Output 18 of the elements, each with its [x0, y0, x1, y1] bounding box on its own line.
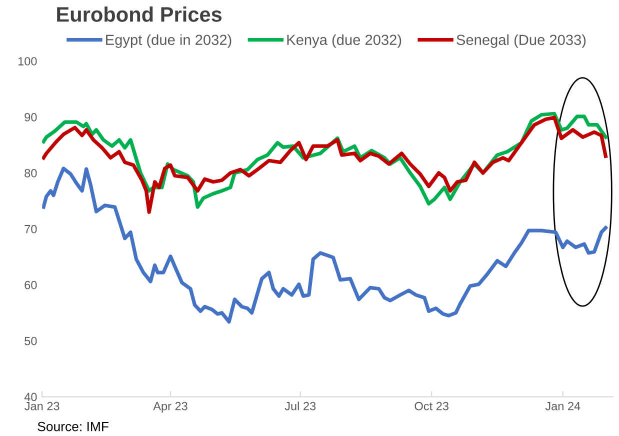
y-tick-label: 50	[24, 336, 37, 346]
legend-label: Senegal (Due 2033)	[456, 34, 586, 48]
x-tick-label: Jan 23	[24, 402, 60, 410]
line-series	[42, 166, 608, 324]
y-tick-label: 90	[24, 113, 37, 122]
x-tick-label: Jul 23	[284, 402, 316, 410]
y-tick-label: 60	[24, 280, 37, 290]
x-tick-label: Jan 24	[545, 402, 580, 410]
x-tick-label: Oct 23	[414, 402, 448, 410]
legend-label: Egypt (due in 2032)	[106, 34, 232, 48]
y-tick-label: 40	[24, 392, 37, 402]
chart-title: Eurobond Prices	[57, 6, 222, 22]
y-tick-label: 70	[24, 224, 37, 234]
y-tick-label: 80	[24, 168, 37, 178]
x-tick-label: Apr 23	[153, 402, 188, 413]
source-note: Source: IMF	[38, 422, 108, 432]
legend-label: Kenya (due 2032)	[287, 34, 402, 48]
y-tick-label: 100	[18, 57, 37, 66]
